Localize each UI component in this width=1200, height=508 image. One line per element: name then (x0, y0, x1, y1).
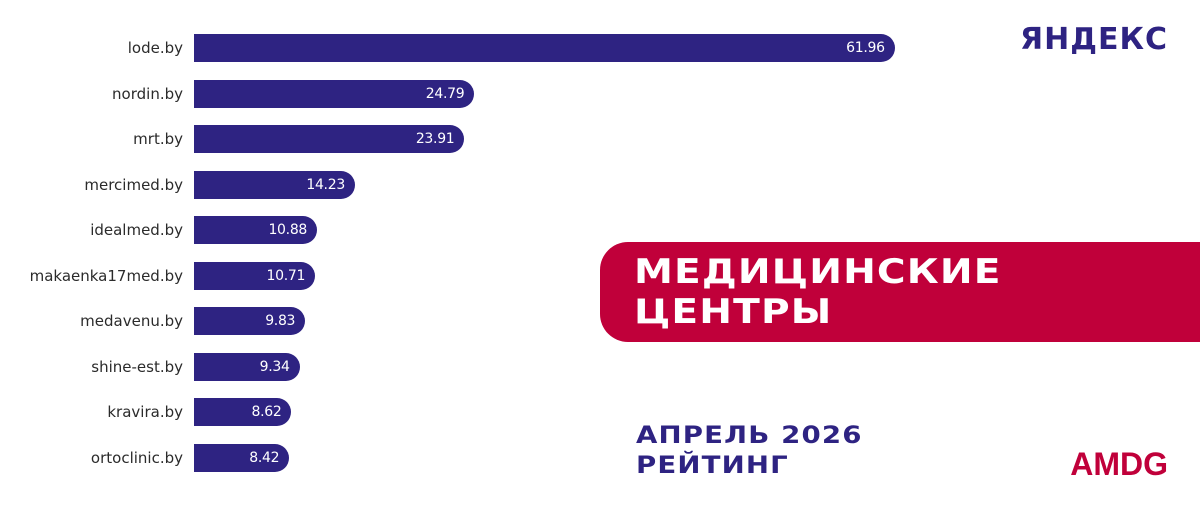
bar-value-label: 61.96 (846, 40, 885, 56)
bar-row: ortoclinic.by 8.42 (0, 443, 1000, 472)
bar: 8.42 (194, 443, 290, 472)
bar: 9.83 (194, 307, 306, 335)
bar-category-label: ortoclinic.by (90, 448, 183, 467)
bar-value-label: 10.88 (268, 222, 308, 238)
bar-value-label: 24.79 (425, 85, 465, 102)
bar-row: lode.by 61.96 (0, 34, 1000, 62)
bar-value-label: 8.62 (251, 404, 282, 420)
period-label: АПРЕЛЬ 2026 (636, 421, 863, 449)
bar-value-label: 10.71 (266, 267, 306, 284)
bar-row: mercimed.by 14.23 (0, 170, 1000, 199)
bar-row: shine-est.by 9.34 (0, 352, 1000, 381)
bar-value-label: 9.83 (265, 313, 296, 329)
bar-chart: lode.by 61.96 nordin.by 24.79 mrt.by 23.91 mer… (30, 34, 895, 472)
bar-value-label: 8.42 (249, 449, 280, 466)
bar: 23.91 (194, 125, 465, 153)
bar-category-label: mrt.by (133, 130, 183, 148)
bar-row: medavenu.by 9.83 (0, 307, 1000, 335)
banner-title-line1: МЕДИЦИНСКИЕ (634, 252, 1002, 292)
bar: 14.23 (194, 170, 355, 199)
bar-category-label: kravira.by (107, 403, 183, 421)
banner-title-line2: ЦЕНТРЫ (634, 292, 833, 332)
bar-category-label: makaenka17med.by (29, 266, 183, 285)
bar: 9.34 (194, 352, 300, 381)
bar-value-label: 14.23 (306, 176, 345, 193)
bar-category-label: lode.by (127, 39, 183, 57)
bar-row: makaenka17med.by 10.71 (0, 261, 1000, 290)
bar-category-label: idealmed.by (90, 221, 183, 239)
bar-value-label: 23.91 (415, 131, 455, 147)
amdg-logo: AMDG (1070, 446, 1168, 482)
bar-row: mrt.by 23.91 (0, 125, 1000, 153)
yandex-brand-label: ЯНДЕКС (1020, 22, 1168, 57)
bar: 10.71 (194, 261, 316, 290)
bar-category-label: medavenu.by (80, 312, 183, 330)
rating-label: РЕЙТИНГ (636, 451, 789, 479)
bar: 8.62 (194, 398, 292, 426)
bar: 10.88 (194, 216, 318, 244)
bar-value-label: 9.34 (259, 358, 290, 375)
bar-row: nordin.by 24.79 (0, 79, 1000, 108)
title-banner: МЕДИЦИНСКИЕ ЦЕНТРЫ (600, 242, 1200, 342)
bar: 61.96 (194, 34, 895, 62)
bar-category-label: mercimed.by (84, 175, 183, 194)
bar-row: kravira.by 8.62 (0, 398, 1000, 426)
bar: 24.79 (194, 79, 475, 108)
bar-row: idealmed.by 10.88 (0, 216, 1000, 244)
bar-category-label: nordin.by (112, 84, 183, 103)
bar-category-label: shine-est.by (91, 357, 183, 376)
